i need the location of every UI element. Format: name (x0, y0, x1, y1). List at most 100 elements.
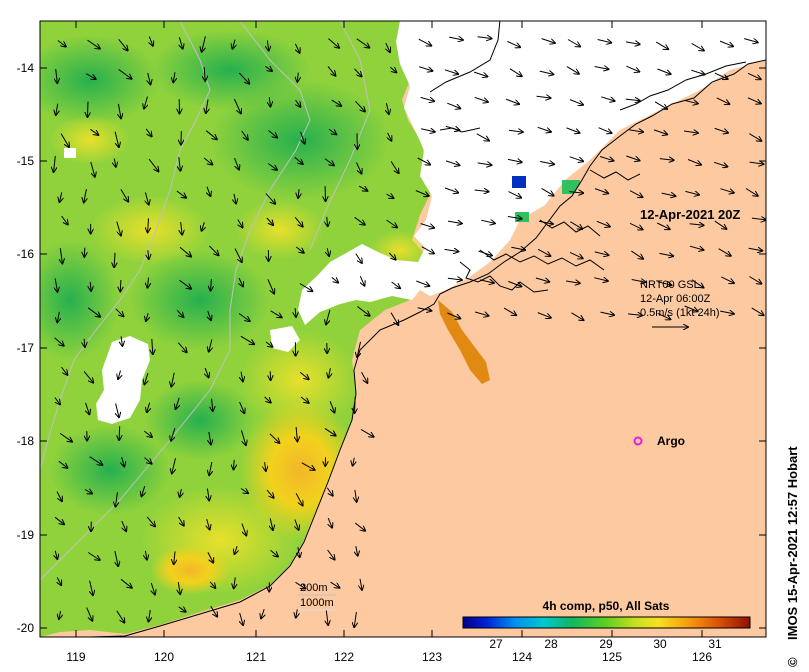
x-tick-label: 126 (692, 650, 712, 664)
current-arrow (625, 42, 640, 44)
current-arrow (295, 493, 303, 505)
sst-cool-patch (130, 250, 270, 350)
current-arrow (357, 341, 360, 357)
current-arrow (653, 129, 667, 135)
current-arrow (444, 69, 458, 74)
current-arrow (240, 489, 248, 494)
current-arrow (327, 66, 335, 75)
current-arrow (181, 221, 182, 235)
current-arrow (145, 550, 147, 560)
current-arrow (148, 158, 159, 171)
current-arrow (118, 103, 121, 118)
current-arrow (151, 582, 155, 595)
current-arrow (685, 191, 699, 194)
current-arrow (85, 73, 96, 79)
current-arrow (361, 371, 368, 383)
current-arrow (173, 72, 175, 82)
colorbar-tick-label: 31 (708, 637, 722, 651)
current-arrow (420, 129, 435, 132)
colorbar-tick-label: 29 (599, 637, 613, 651)
current-arrow (444, 249, 459, 251)
current-arrow (142, 486, 145, 496)
current-arrow (148, 277, 149, 288)
current-arrow (176, 397, 180, 409)
current-arrow (477, 163, 492, 165)
current-arrow (541, 38, 555, 43)
current-arrow (177, 342, 186, 353)
current-arrow (508, 280, 521, 286)
current-arrow (240, 430, 246, 445)
current-arrow (205, 130, 217, 140)
current-arrow (479, 280, 494, 283)
current-arrow (176, 309, 183, 317)
current-arrow (179, 279, 192, 289)
current-arrow (449, 37, 463, 40)
current-arrow (57, 311, 59, 323)
current-arrow (657, 312, 671, 319)
current-arrow (719, 40, 733, 46)
current-arrow (58, 460, 68, 468)
current-arrow (145, 128, 151, 137)
current-arrow (473, 71, 487, 76)
current-arrow (239, 401, 245, 413)
current-arrow (324, 158, 334, 166)
current-arrow (143, 430, 152, 437)
current-arrow (296, 99, 301, 107)
current-arrow (241, 523, 246, 536)
current-arrow (720, 311, 734, 314)
current-arrow (115, 308, 124, 317)
current-arrow (206, 99, 208, 114)
current-arrow (327, 248, 329, 256)
current-arrow (118, 370, 120, 380)
credit-text: IMOS 15-Apr-2021 12:57 Hobart (785, 446, 800, 640)
current-arrow (511, 247, 525, 250)
current-arrow (146, 313, 148, 321)
current-arrow (629, 222, 643, 229)
current-arrow (571, 312, 584, 320)
current-arrow (209, 431, 211, 444)
current-arrow (537, 126, 551, 132)
current-arrow (60, 192, 62, 202)
current-arrow (353, 457, 355, 466)
current-arrow (569, 99, 583, 105)
y-tick-label: -16 (17, 247, 35, 261)
current-arrow (507, 159, 522, 162)
current-arrow (86, 402, 90, 415)
isobath-label-1000m: 1000m (300, 597, 334, 609)
colorbar-tick-label: 30 (653, 637, 667, 651)
mainland (89, 59, 766, 637)
current-arrow (628, 314, 642, 316)
current-arrow (239, 277, 243, 287)
current-arrow (240, 335, 254, 344)
sst-spot (512, 176, 526, 188)
current-arrow (509, 68, 522, 77)
current-arrow (90, 128, 98, 135)
current-arrow (114, 131, 119, 147)
current-arrow (476, 133, 489, 141)
sst-mid-patch (90, 195, 210, 265)
current-arrow (535, 277, 549, 282)
current-arrow (689, 224, 704, 226)
current-arrow (356, 38, 370, 48)
current-arrow (657, 282, 672, 285)
current-arrow (241, 130, 248, 140)
current-arrow (114, 158, 116, 167)
current-arrow (691, 279, 704, 288)
current-arrow (684, 305, 698, 311)
x-tick-label: 122 (334, 650, 354, 664)
current-arrow (386, 42, 390, 52)
current-arrow (178, 582, 180, 594)
current-arrow (444, 187, 458, 193)
current-arrow (120, 279, 121, 291)
current-arrow (629, 130, 643, 132)
legend-title: 4h comp, p50, All Sats (543, 599, 670, 613)
current-arrow (354, 612, 356, 627)
current-arrow (55, 550, 57, 559)
current-arrow (691, 69, 704, 74)
current-arrow (241, 371, 243, 382)
current-arrow (238, 313, 250, 322)
current-arrow (659, 159, 674, 161)
current-vectors (54, 36, 766, 627)
current-arrow (626, 65, 639, 72)
